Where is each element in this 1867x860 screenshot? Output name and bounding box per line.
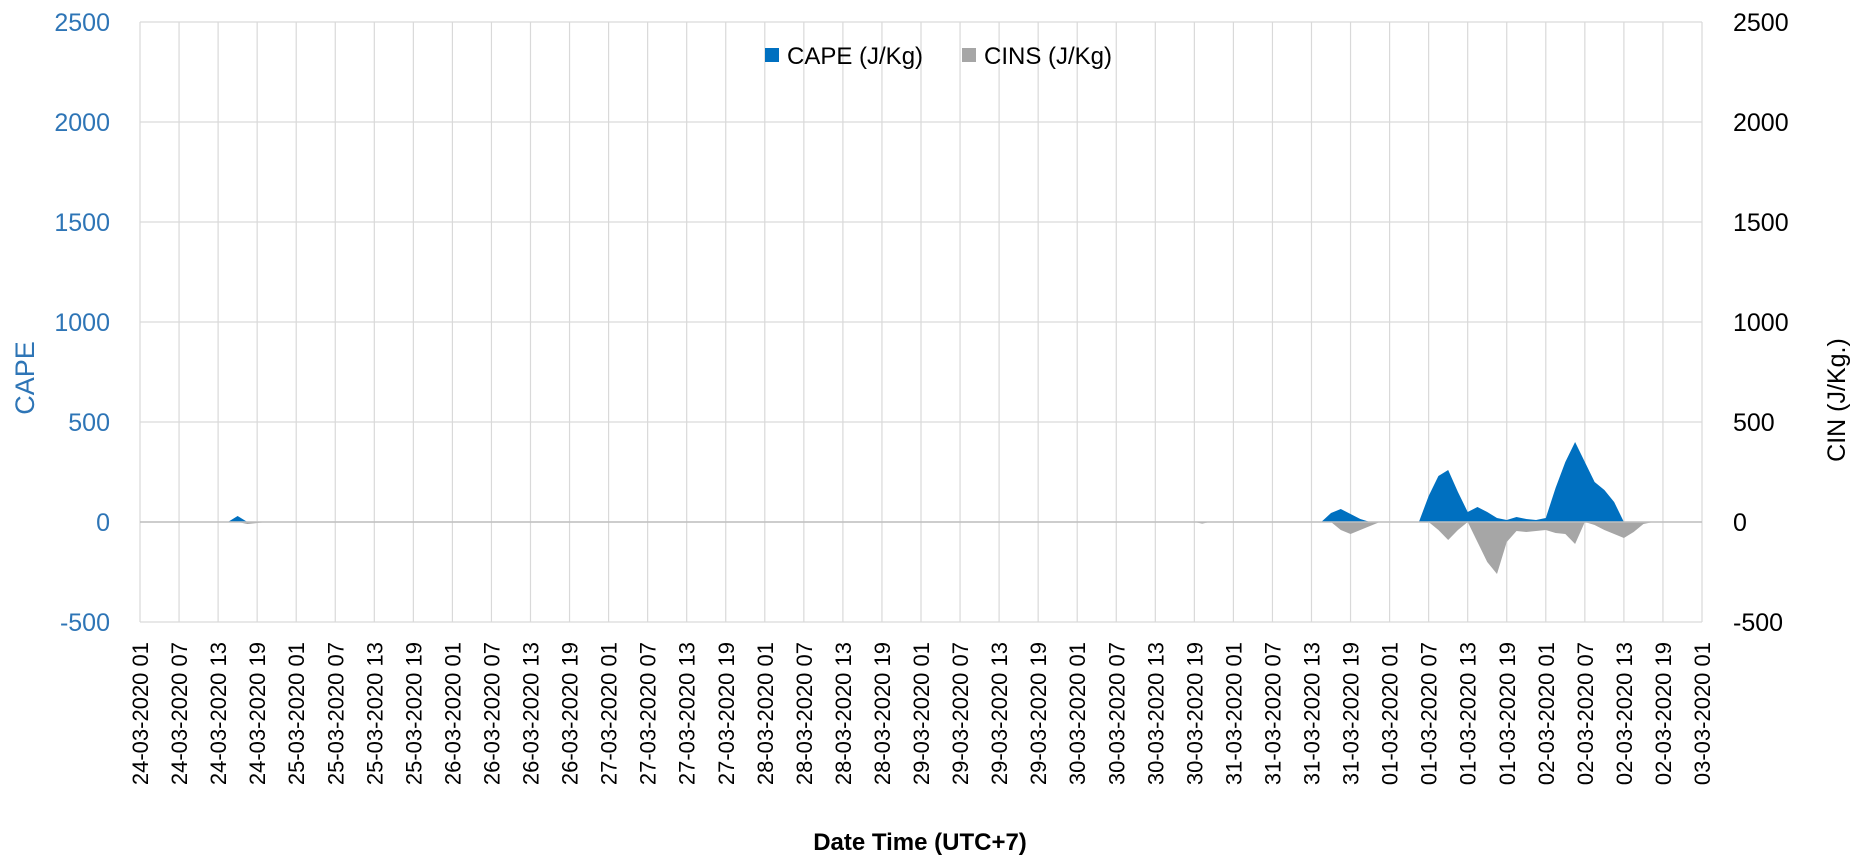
x-tick-label: 31-03-2020 13 bbox=[1300, 642, 1325, 785]
right-tick-label: 1500 bbox=[1733, 209, 1789, 237]
x-tick-label: 30-03-2020 01 bbox=[1065, 642, 1090, 785]
x-tick-label: 24-03-2020 13 bbox=[206, 642, 231, 785]
x-tick-label: 03-03-2020 01 bbox=[1690, 642, 1715, 785]
left-tick-label: 0 bbox=[96, 509, 110, 537]
x-tick-label: 28-03-2020 19 bbox=[870, 642, 895, 785]
left-tick-label: -500 bbox=[60, 609, 110, 637]
right-tick-label: 2500 bbox=[1733, 9, 1789, 37]
right-axis-label: CIN (J/Kg.) bbox=[1823, 338, 1851, 462]
x-tick-label: 24-03-2020 01 bbox=[128, 642, 153, 785]
x-tick-label: 24-03-2020 07 bbox=[167, 642, 192, 785]
right-tick-label: 500 bbox=[1733, 409, 1775, 437]
x-tick-label: 28-03-2020 07 bbox=[792, 642, 817, 785]
x-tick-label: 30-03-2020 13 bbox=[1143, 642, 1168, 785]
x-tick-label: 29-03-2020 07 bbox=[948, 642, 973, 785]
cins-area bbox=[140, 522, 1702, 574]
x-tick-label: 02-03-2020 01 bbox=[1534, 642, 1559, 785]
left-axis-ticks: 2500 2000 1500 1000 500 0 -500 bbox=[54, 9, 110, 637]
x-tick-label: 01-03-2020 07 bbox=[1417, 642, 1442, 785]
legend-swatch-cins bbox=[962, 48, 976, 62]
x-tick-label: 01-03-2020 19 bbox=[1495, 642, 1520, 785]
right-tick-label: 2000 bbox=[1733, 109, 1789, 137]
x-tick-label: 02-03-2020 19 bbox=[1651, 642, 1676, 785]
x-tick-label: 31-03-2020 07 bbox=[1260, 642, 1285, 785]
x-tick-label: 27-03-2020 19 bbox=[714, 642, 739, 785]
x-tick-label: 30-03-2020 19 bbox=[1182, 642, 1207, 785]
x-tick-label: 25-03-2020 13 bbox=[362, 642, 387, 785]
x-tick-label: 27-03-2020 07 bbox=[636, 642, 661, 785]
x-axis-label: Date Time (UTC+7) bbox=[813, 829, 1027, 856]
x-tick-label: 30-03-2020 07 bbox=[1104, 642, 1129, 785]
right-tick-label: 1000 bbox=[1733, 309, 1789, 337]
left-axis-label: CAPE bbox=[10, 341, 40, 415]
x-tick-label: 25-03-2020 07 bbox=[323, 642, 348, 785]
right-tick-label: 0 bbox=[1733, 509, 1747, 537]
legend: CAPE (J/Kg) CINS (J/Kg) bbox=[765, 43, 1112, 70]
x-tick-label: 29-03-2020 13 bbox=[987, 642, 1012, 785]
x-tick-label: 01-03-2020 01 bbox=[1378, 642, 1403, 785]
right-axis-ticks: 2500 2000 1500 1000 500 0 -500 bbox=[1733, 9, 1789, 637]
x-tick-label: 02-03-2020 07 bbox=[1573, 642, 1598, 785]
x-tick-label: 25-03-2020 01 bbox=[284, 642, 309, 785]
x-tick-label: 31-03-2020 19 bbox=[1339, 642, 1364, 785]
x-tick-label: 28-03-2020 01 bbox=[753, 642, 778, 785]
series-layer bbox=[140, 442, 1702, 574]
x-axis-ticks: 24-03-2020 01 24-03-2020 07 24-03-2020 13 2… bbox=[128, 642, 1715, 785]
legend-swatch-cape bbox=[765, 48, 779, 62]
x-tick-label: 24-03-2020 19 bbox=[245, 642, 270, 785]
x-tick-label: 28-03-2020 13 bbox=[831, 642, 856, 785]
left-tick-label: 2500 bbox=[54, 9, 110, 37]
x-tick-label: 29-03-2020 01 bbox=[909, 642, 934, 785]
x-tick-label: 25-03-2020 19 bbox=[401, 642, 426, 785]
left-tick-label: 1500 bbox=[54, 209, 110, 237]
left-tick-label: 2000 bbox=[54, 109, 110, 137]
x-tick-label: 02-03-2020 13 bbox=[1612, 642, 1637, 785]
left-tick-label: 500 bbox=[68, 409, 110, 437]
legend-label-cape: CAPE (J/Kg) bbox=[787, 43, 923, 70]
legend-label-cins: CINS (J/Kg) bbox=[984, 43, 1112, 70]
left-tick-label: 1000 bbox=[54, 309, 110, 337]
x-tick-label: 27-03-2020 13 bbox=[675, 642, 700, 785]
x-tick-label: 26-03-2020 13 bbox=[519, 642, 544, 785]
x-tick-label: 26-03-2020 19 bbox=[558, 642, 583, 785]
x-tick-label: 31-03-2020 01 bbox=[1221, 642, 1246, 785]
right-tick-label: -500 bbox=[1733, 609, 1783, 637]
x-tick-label: 27-03-2020 01 bbox=[597, 642, 622, 785]
x-tick-label: 26-03-2020 01 bbox=[440, 642, 465, 785]
x-tick-label: 26-03-2020 07 bbox=[479, 642, 504, 785]
x-tick-label: 29-03-2020 19 bbox=[1026, 642, 1051, 785]
x-tick-label: 01-03-2020 13 bbox=[1456, 642, 1481, 785]
